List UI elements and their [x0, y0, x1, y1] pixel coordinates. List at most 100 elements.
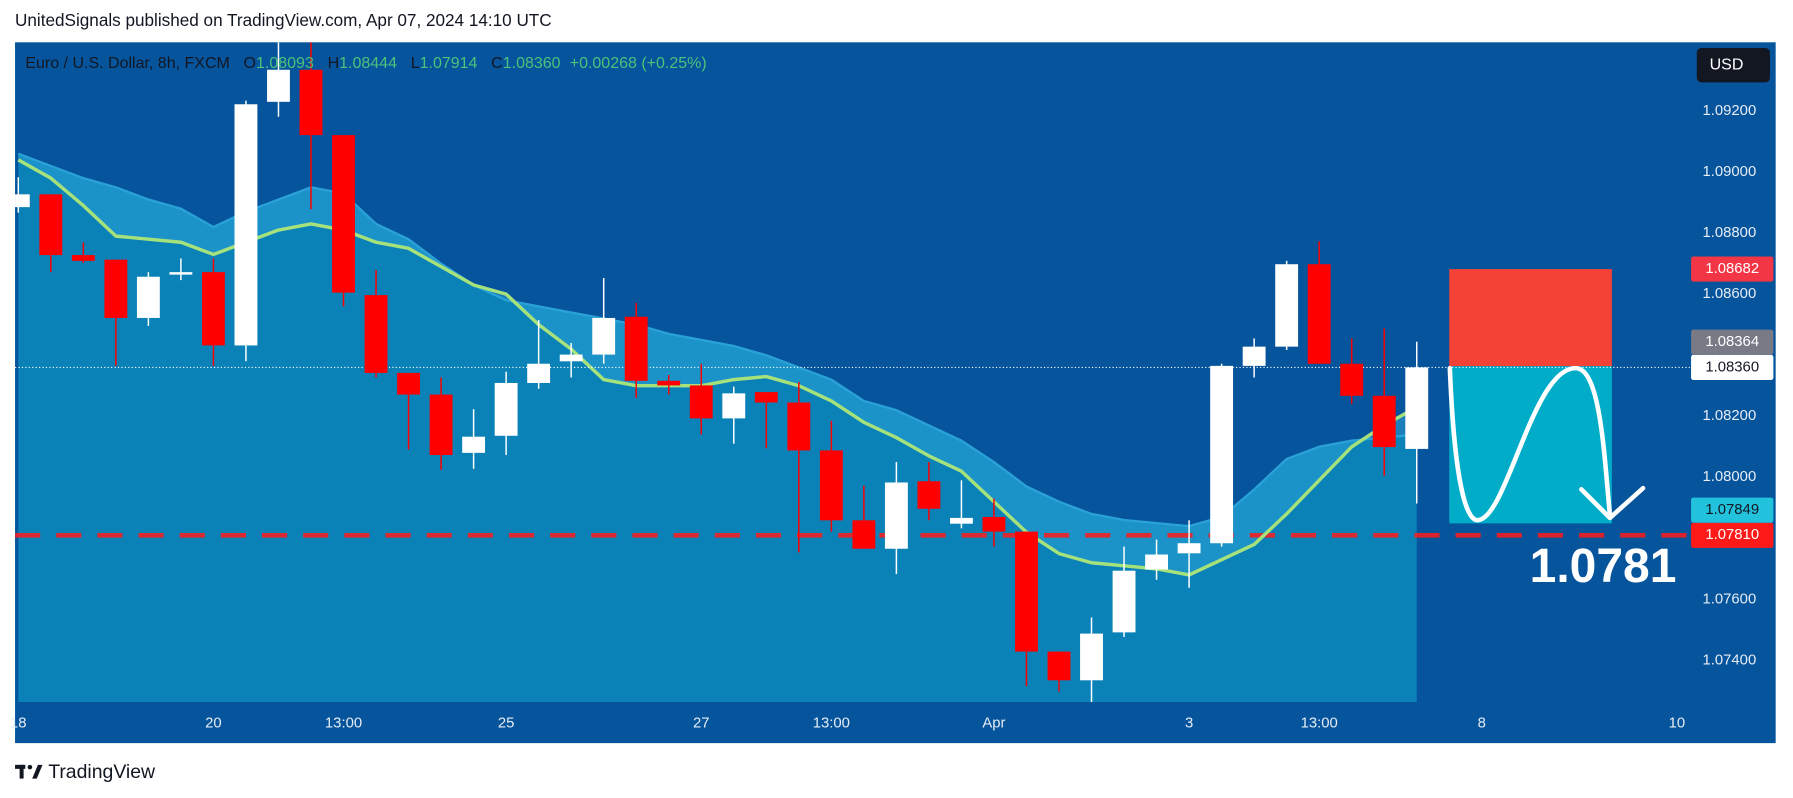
candle-body: [1210, 365, 1234, 544]
x-tick-label: 13:00: [325, 716, 362, 732]
candle-body: [397, 372, 420, 395]
y-tick-label: 1.09200: [1703, 103, 1757, 119]
candle-body: [1275, 264, 1299, 347]
candle-body: [364, 295, 388, 373]
legend-value: 1.08093: [256, 55, 314, 72]
plot-area: [15, 42, 1690, 702]
target-zone: [1449, 366, 1612, 524]
price-level-label: 1.08364: [1705, 334, 1759, 350]
x-tick-label: Apr: [982, 716, 1005, 732]
symbol-legend: Euro / U.S. Dollar, 8h, FXCM O1.08093 H1.0…: [25, 55, 706, 72]
y-tick-label: 1.07400: [1703, 652, 1757, 668]
tradingview-logo: [15, 764, 43, 779]
candle-body: [234, 104, 258, 346]
publish-header: UnitedSignals published on TradingView.c…: [15, 10, 552, 30]
price-level-tag: [1691, 497, 1774, 523]
price-level-tag: [1691, 256, 1774, 282]
candle-body: [267, 69, 290, 102]
candle-body: [1015, 531, 1038, 652]
legend-value: 1.08444: [339, 55, 397, 72]
x-tick-label: 3: [1185, 716, 1193, 732]
candle-body: [1242, 346, 1266, 366]
symbol-name: Euro / U.S. Dollar, 8h, FXCM: [25, 55, 230, 72]
candle-body: [689, 385, 713, 419]
plot-layer: 1.074001.076001.078001.080001.082001.084…: [10, 42, 1774, 732]
logo-shape: [27, 764, 33, 770]
candle-body: [71, 255, 95, 261]
drawn-arrowhead: [1579, 485, 1646, 521]
candle-body: [982, 516, 1006, 532]
legend-key: C: [491, 55, 503, 72]
x-tick-label: 20: [205, 716, 222, 732]
candle-body: [1145, 554, 1168, 570]
logo-shape: [19, 764, 24, 779]
candle-body: [754, 392, 778, 403]
price-level-label: 1.07849: [1705, 502, 1759, 518]
x-tick-label: 27: [693, 716, 710, 732]
candle-body: [462, 436, 486, 453]
currency-label[interactable]: USD: [1710, 56, 1744, 73]
candle-body: [1372, 395, 1396, 448]
candle-body: [169, 272, 193, 275]
x-tick-label: 13:00: [813, 716, 850, 732]
candle-body: [429, 394, 453, 456]
legend-key: L: [411, 55, 420, 72]
indicator-area: [18, 153, 1417, 702]
legend-change: +0.00268 (+0.25%): [570, 55, 707, 72]
currency-button[interactable]: [1696, 48, 1770, 83]
drawn-path: [1447, 365, 1613, 523]
legend-key: H: [328, 55, 340, 72]
y-tick-label: 1.09000: [1703, 164, 1757, 180]
candle-body: [852, 520, 876, 549]
target-annotation: 1.0781: [1530, 540, 1677, 593]
legend-value: 1.07914: [420, 55, 478, 72]
logo-shape: [32, 764, 43, 779]
candle-body: [884, 482, 908, 549]
candle-body: [1047, 651, 1071, 681]
candle-body: [299, 69, 323, 136]
price-level-label: 1.08360: [1705, 359, 1759, 375]
price-level-tag: [1691, 329, 1774, 355]
candle-body: [136, 276, 160, 318]
candle-body: [950, 517, 973, 524]
candle-body: [104, 259, 128, 318]
x-tick-label: 18: [10, 716, 27, 732]
legend-value: 1.08360: [503, 55, 561, 72]
candle-body: [527, 363, 551, 383]
indicator-band-fill: [18, 153, 1417, 575]
candle-body: [657, 380, 681, 386]
candle-body: [592, 317, 616, 355]
candle-body: [332, 135, 355, 293]
candle-body: [201, 272, 225, 346]
candle-body: [1307, 264, 1331, 364]
candle-body: [722, 393, 746, 419]
price-level-label: 1.07810: [1705, 527, 1759, 543]
y-tick-label: 1.07600: [1703, 591, 1757, 607]
x-tick-label: 10: [1669, 716, 1686, 732]
stop-zone: [1449, 269, 1612, 367]
x-tick-label: 13:00: [1301, 716, 1338, 732]
candle-body: [39, 194, 63, 256]
candle-body: [494, 382, 518, 436]
candle-body: [624, 316, 648, 381]
price-level-tag: [1691, 354, 1774, 380]
candle-body: [15, 194, 30, 208]
candle-body: [819, 450, 843, 521]
x-tick-label: 25: [498, 716, 515, 732]
candle-body: [559, 354, 583, 362]
footer-brand: TradingView: [48, 761, 156, 783]
y-tick-label: 1.08800: [1703, 225, 1757, 241]
candle-body: [1080, 633, 1103, 681]
price-level-label: 1.08682: [1705, 261, 1759, 277]
candle-body: [1405, 367, 1429, 449]
candle-body: [787, 402, 811, 451]
candle-body: [1177, 543, 1201, 554]
price-level-tag: [1691, 522, 1774, 548]
legend-key: O: [244, 55, 256, 72]
candle-body: [1112, 570, 1136, 633]
y-tick-label: 1.08000: [1703, 469, 1757, 485]
x-tick-label: 8: [1478, 716, 1486, 732]
candle-body: [1340, 363, 1364, 396]
y-tick-label: 1.08200: [1703, 408, 1757, 424]
